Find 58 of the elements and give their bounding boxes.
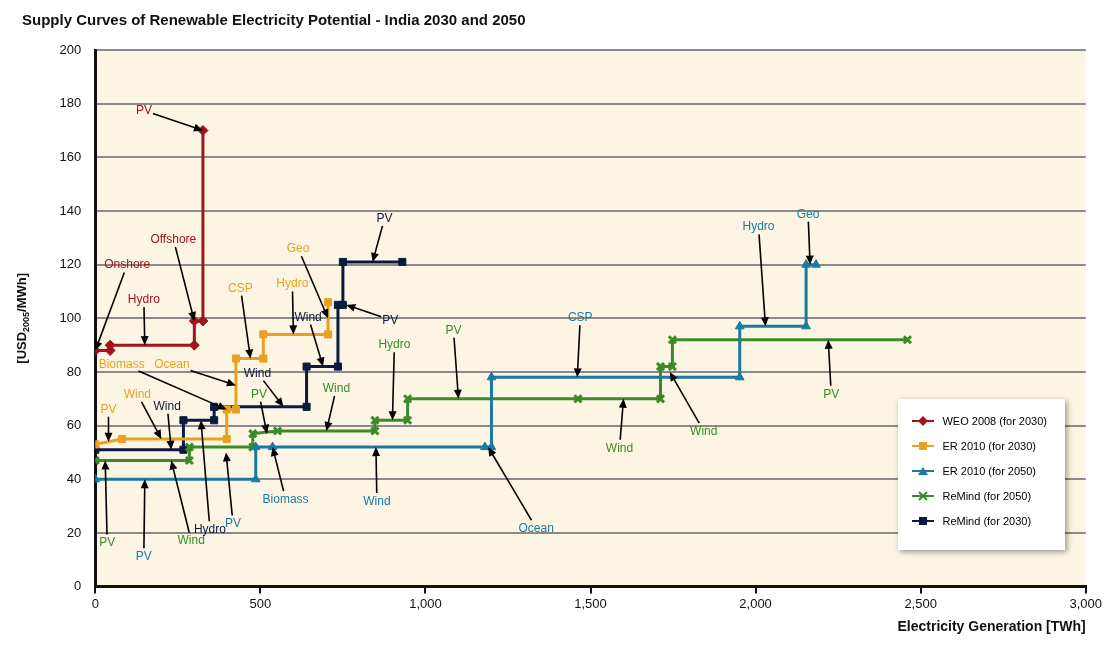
annotation: PV — [100, 401, 117, 416]
annotation: Wind — [294, 309, 322, 324]
y-tick-label: 200 — [59, 41, 82, 57]
annotation: PV — [250, 386, 267, 401]
annotation: PV — [135, 549, 152, 564]
annotation: PV — [135, 103, 152, 118]
annotation: Wind — [153, 398, 181, 413]
x-tick-label: 1,500 — [574, 595, 607, 611]
annotation: Offshore — [150, 231, 197, 246]
x-tick-label: 0 — [91, 595, 99, 611]
x-axis-title: Electricity Generation [TWh] — [897, 618, 1086, 635]
annotation: Hydro — [378, 337, 411, 352]
annotation: Wind — [605, 440, 634, 455]
y-tick-label: 100 — [59, 309, 82, 325]
x-tick-label: 2,500 — [904, 595, 937, 611]
x-tick-label: 500 — [249, 595, 272, 611]
annotation: Hydro — [742, 219, 775, 234]
annotation: Wind — [690, 423, 718, 438]
annotation: Ocean — [154, 357, 190, 372]
legend-label: ReMind (for 2030) — [942, 515, 1032, 527]
annotation: Wind — [363, 494, 391, 509]
annotation: Geo — [796, 206, 820, 221]
y-tick-label: 80 — [66, 363, 82, 379]
annotation: Ocean — [518, 521, 554, 536]
annotation: Wind — [123, 387, 151, 402]
annotation: Geo — [286, 241, 310, 256]
y-tick-label: 60 — [66, 417, 82, 433]
x-tick-label: 3,000 — [1069, 595, 1103, 611]
y-tick-label: 160 — [59, 148, 82, 164]
y-tick-label: 180 — [59, 95, 82, 111]
x-tick-label: 1,000 — [409, 595, 442, 611]
annotation: Wind — [322, 380, 351, 395]
annotation: Hydro — [127, 292, 160, 307]
y-tick-label: 120 — [59, 256, 82, 272]
y-tick-label: 0 — [74, 578, 82, 594]
annotation: PV — [445, 322, 462, 337]
annotation: PV — [225, 516, 242, 531]
chart-title: Supply Curves of Renewable Electricity Potential - India 2030 and 2050 — [22, 11, 526, 29]
y-tick-label: 40 — [66, 470, 82, 486]
legend-label: ReMind (for 2050) — [942, 490, 1032, 502]
annotation: PV — [382, 312, 399, 327]
y-tick-label: 20 — [66, 524, 82, 540]
y-tick-label: 140 — [59, 202, 82, 218]
legend-label: WEO 2008 (for 2030) — [942, 415, 1047, 427]
annotation: Biomass — [262, 492, 309, 507]
legend-label: ER 2010 (for 2030) — [942, 440, 1036, 452]
legend-label: ER 2010 (for 2050) — [942, 465, 1036, 477]
annotation: CSP — [228, 280, 253, 295]
annotation: Biomass — [98, 356, 145, 371]
annotation: Hydro — [276, 276, 309, 291]
annotation: PV — [823, 386, 840, 401]
annotation: Wind — [243, 365, 272, 380]
annotation: CSP — [567, 310, 593, 325]
annotation: PV — [99, 535, 116, 550]
x-tick-label: 2,000 — [739, 595, 772, 611]
annotation: PV — [376, 210, 393, 225]
annotation: Onshore — [104, 257, 151, 272]
y-axis-title: [USD2005/MWh] — [14, 272, 31, 364]
